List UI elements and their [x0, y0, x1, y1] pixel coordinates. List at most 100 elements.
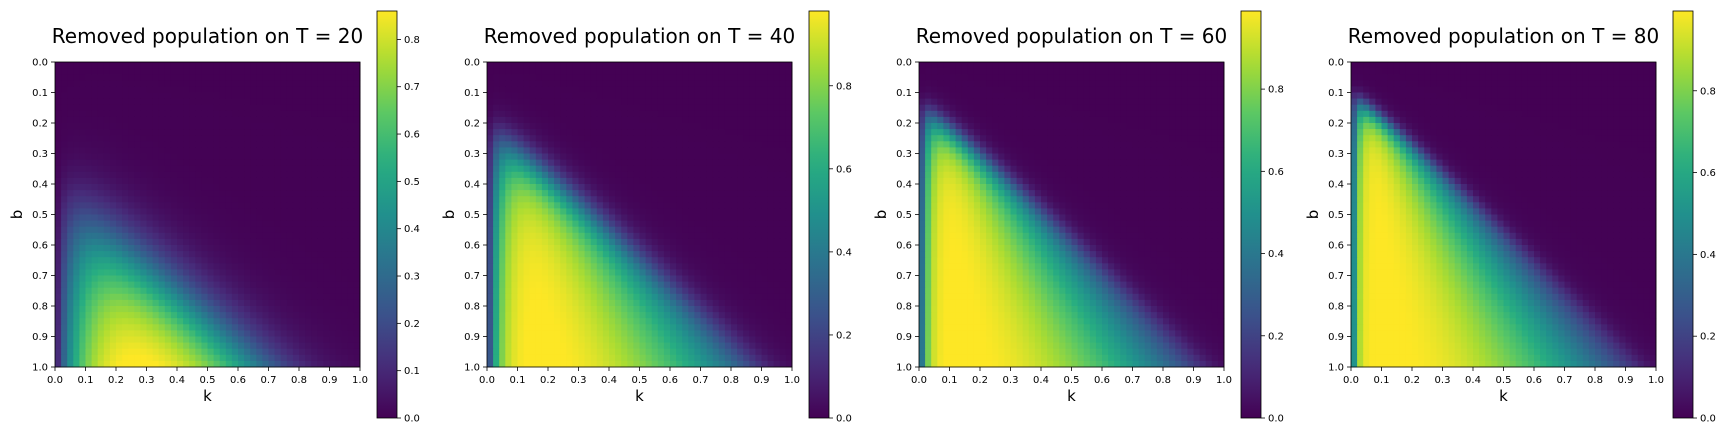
heatmap-cell [560, 245, 567, 252]
heatmap-cell [232, 105, 239, 112]
heatmap-cell [713, 62, 720, 69]
heatmap-cell [524, 349, 531, 356]
heatmap-cell [542, 147, 549, 154]
heatmap-cell [86, 99, 93, 106]
heatmap-cell [281, 190, 288, 197]
heatmap-cell [305, 306, 312, 313]
heatmap-cell [177, 105, 184, 112]
heatmap-cell [110, 117, 117, 124]
heatmap-cell [780, 233, 787, 240]
heatmap-cell [572, 68, 579, 75]
heatmap-cell [189, 178, 196, 185]
heatmap-cell [755, 154, 762, 161]
heatmap-cell [701, 245, 708, 252]
heatmap-cell [688, 324, 695, 331]
heatmap-cell [171, 282, 178, 289]
heatmap-cell [658, 318, 665, 325]
heatmap-cell [658, 245, 665, 252]
heatmap-cell [195, 361, 202, 368]
heatmap-cell [743, 123, 750, 130]
heatmap-cell [79, 343, 86, 350]
heatmap-cell [226, 111, 233, 118]
heatmap-cell [670, 117, 677, 124]
heatmap-cell [676, 208, 683, 215]
heatmap-cell [762, 269, 769, 276]
heatmap-cell [183, 166, 190, 173]
heatmap-cell [287, 184, 294, 191]
heatmap-cell [737, 257, 744, 264]
heatmap-cell [713, 343, 720, 350]
heatmap-cell [128, 178, 135, 185]
heatmap-cell [238, 227, 245, 234]
heatmap-cell [579, 190, 586, 197]
heatmap-cell [159, 178, 166, 185]
heatmap-cell [177, 257, 184, 264]
heatmap-cell [554, 111, 561, 118]
heatmap-cell [67, 74, 74, 81]
heatmap-cell [323, 74, 330, 81]
heatmap-cell [189, 312, 196, 319]
heatmap-cell [305, 312, 312, 319]
heatmap-cell [98, 282, 105, 289]
heatmap-cell [116, 324, 123, 331]
heatmap-cell [755, 190, 762, 197]
heatmap-cell [165, 324, 172, 331]
heatmap-cell [140, 172, 147, 179]
heatmap-cell [554, 93, 561, 100]
heatmap-cell [585, 276, 592, 283]
heatmap-cell [591, 68, 598, 75]
heatmap-cell [269, 318, 276, 325]
heatmap-cell [676, 269, 683, 276]
heatmap-cell [226, 269, 233, 276]
heatmap-cell [275, 172, 282, 179]
heatmap-cell [220, 343, 227, 350]
heatmap-cell [61, 166, 68, 173]
heatmap-cell [323, 288, 330, 295]
heatmap-cell [749, 269, 756, 276]
heatmap-cell [110, 178, 117, 185]
heatmap-cell [621, 141, 628, 148]
heatmap-cell [189, 93, 196, 100]
heatmap-cell [299, 93, 306, 100]
heatmap-cell [317, 288, 324, 295]
heatmap-cell [256, 105, 263, 112]
heatmap-cell [98, 221, 105, 228]
heatmap-cell [336, 312, 343, 319]
heatmap-cell [256, 288, 263, 295]
heatmap-cell [250, 324, 257, 331]
heatmap-cell [768, 343, 775, 350]
heatmap-cell [73, 86, 80, 93]
heatmap-cell [348, 111, 355, 118]
heatmap-cell [597, 160, 604, 167]
heatmap-cell [597, 269, 604, 276]
heatmap-cell [682, 343, 689, 350]
heatmap-cell [232, 99, 239, 106]
heatmap-cell [487, 184, 494, 191]
heatmap-cell [755, 93, 762, 100]
heatmap-cell [487, 147, 494, 154]
heatmap-cell [566, 80, 573, 87]
heatmap-cell [554, 263, 561, 270]
heatmap-cell [275, 306, 282, 313]
heatmap-cell [311, 337, 318, 344]
heatmap-cell [548, 208, 555, 215]
heatmap-cell [731, 324, 738, 331]
heatmap-cell [786, 111, 793, 118]
heatmap-cell [768, 135, 775, 142]
heatmap-cell [79, 160, 86, 167]
heatmap-cell [342, 227, 349, 234]
heatmap-cell [511, 141, 518, 148]
heatmap-cell [110, 263, 117, 270]
heatmap-cell [293, 135, 300, 142]
heatmap-cell [676, 93, 683, 100]
heatmap-cell [664, 257, 671, 264]
heatmap-cell [348, 300, 355, 307]
heatmap-cell [633, 184, 640, 191]
heatmap-cell [646, 117, 653, 124]
heatmap-cell [615, 312, 622, 319]
heatmap-cell [688, 68, 695, 75]
heatmap-cell [530, 349, 537, 356]
heatmap-cell [725, 288, 732, 295]
heatmap-cell [597, 154, 604, 161]
heatmap-cell [658, 300, 665, 307]
